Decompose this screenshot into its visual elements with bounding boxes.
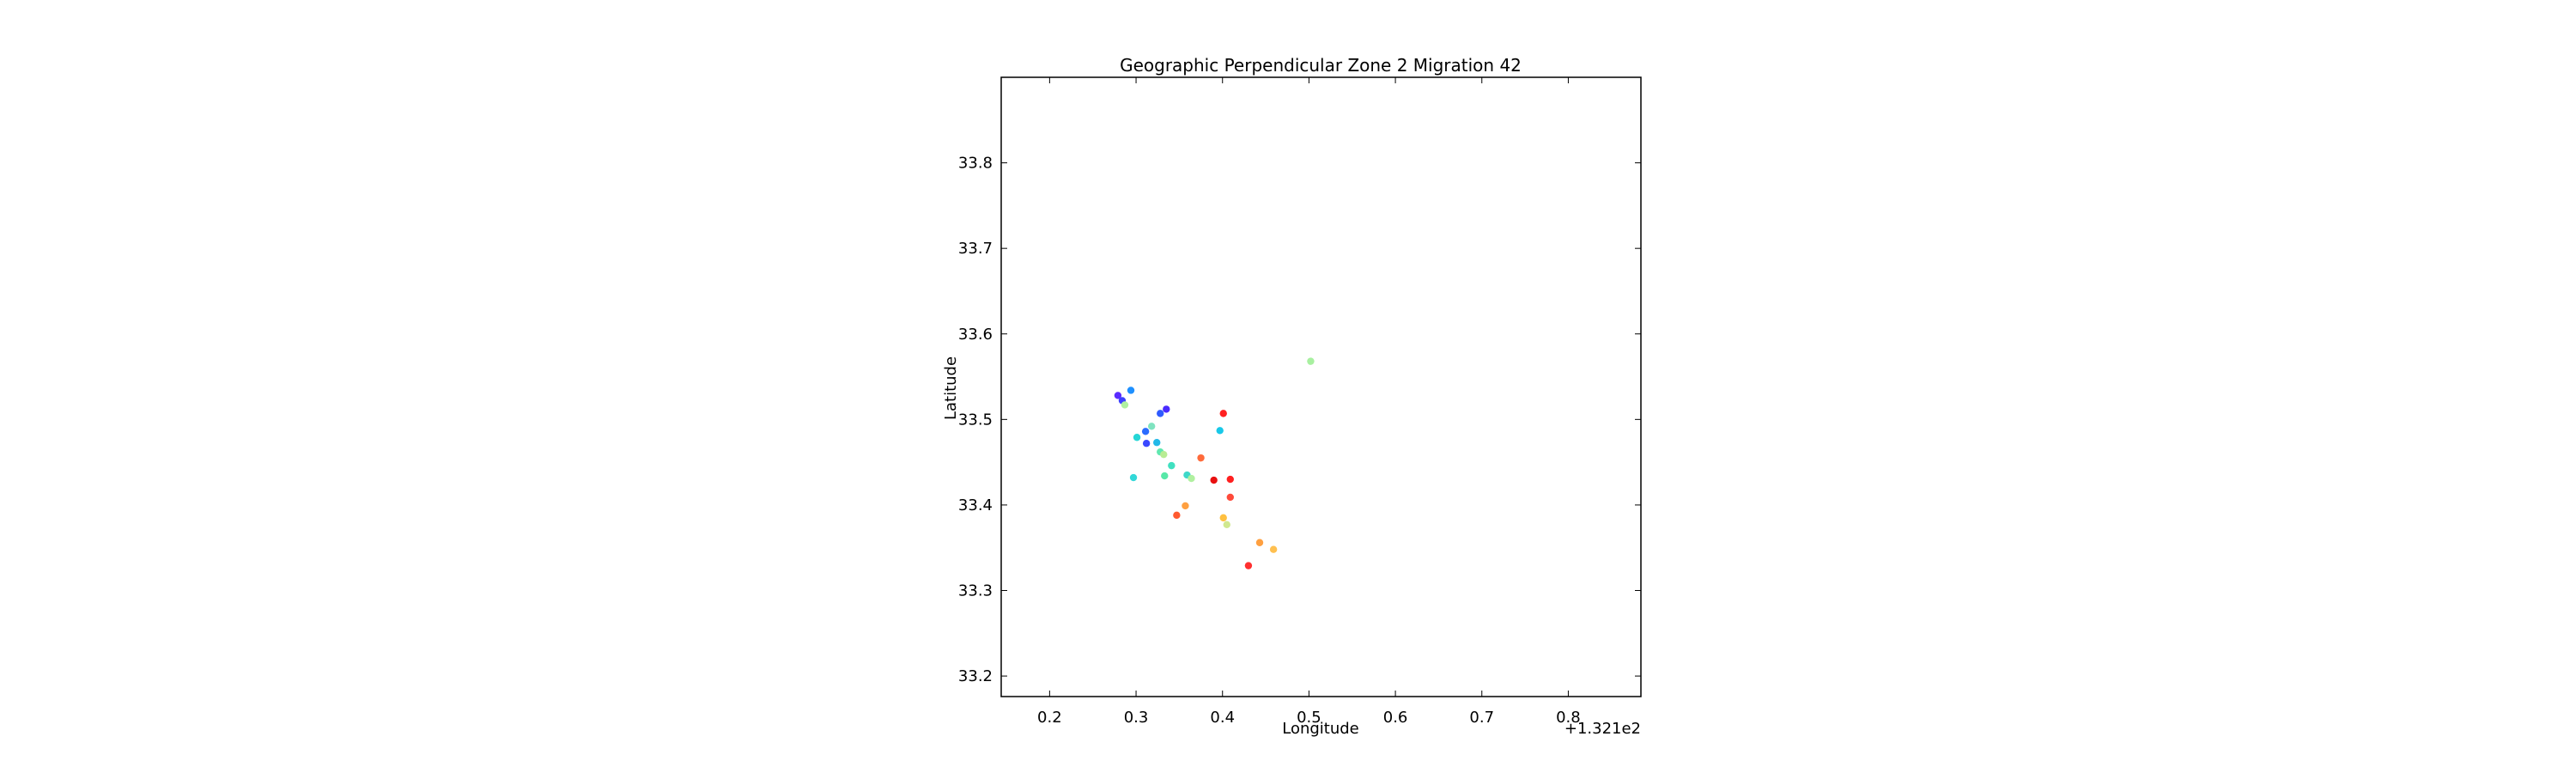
y-tick-label: 33.5	[958, 411, 993, 429]
scatter-point	[1129, 473, 1138, 482]
scatter-point	[1161, 472, 1169, 480]
scatter-point	[1188, 474, 1195, 483]
y-tick-label: 33.6	[958, 326, 993, 344]
scatter-point	[1307, 357, 1315, 365]
scatter-point	[1157, 410, 1164, 417]
scatter-point	[1173, 511, 1181, 520]
x-axis-label: Longitude	[1282, 720, 1359, 738]
y-axis-label: Latitude	[942, 356, 960, 420]
x-offset-label: +1.321e2	[1564, 720, 1641, 738]
scatter-point	[1147, 423, 1156, 430]
scatter-point	[1142, 440, 1151, 447]
scatter-point	[1168, 461, 1176, 470]
data-points	[1114, 357, 1315, 569]
scatter-point	[1226, 493, 1234, 502]
x-tick-label: 0.3	[1124, 709, 1149, 727]
x-tick-label: 0.7	[1469, 709, 1494, 727]
axis-ticks: 0.2 0.3 0.4 0.5 0.6 0.7 0.8 33.2 33.3 33.4 33.5 33.…	[958, 77, 1641, 727]
x-tick-label: 0.8	[1556, 709, 1581, 727]
scatter-point	[1210, 476, 1218, 484]
y-tick-label: 33.8	[958, 155, 993, 173]
scatter-point	[1141, 428, 1150, 435]
scatter-point	[1114, 392, 1122, 399]
scatter-point	[1133, 434, 1141, 441]
scatter-point	[1127, 386, 1135, 394]
scatter-point	[1226, 475, 1234, 484]
scatter-point	[1160, 450, 1168, 459]
scatter-point	[1216, 427, 1224, 435]
scatter-point	[1269, 545, 1278, 553]
x-tick-label: 0.2	[1037, 709, 1062, 727]
scatter-point	[1255, 539, 1264, 546]
scatter-point	[1219, 410, 1227, 417]
scatter-point	[1121, 401, 1129, 409]
x-tick-label: 0.6	[1383, 709, 1408, 727]
scatter-point	[1182, 502, 1189, 510]
chart-title: Geographic Perpendicular Zone 2 Migratio…	[1120, 55, 1522, 76]
scatter-point	[1153, 439, 1161, 447]
y-tick-label: 33.2	[958, 667, 993, 685]
x-tick-label: 0.4	[1210, 709, 1235, 727]
scatter-point	[1197, 453, 1205, 462]
plot-area	[1000, 76, 1642, 697]
y-tick-label: 33.3	[958, 582, 993, 600]
scatter-point	[1219, 514, 1227, 522]
y-tick-label: 33.7	[958, 240, 993, 258]
scatter-point	[1244, 562, 1253, 569]
scatter-point	[1223, 520, 1230, 529]
y-tick-label: 33.4	[958, 496, 993, 514]
scatter-point	[1163, 405, 1170, 413]
x-tick-label: 0.5	[1297, 709, 1321, 727]
